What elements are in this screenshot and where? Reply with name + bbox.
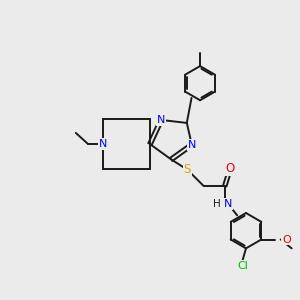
Text: Cl: Cl [237, 261, 248, 271]
Text: H: H [213, 199, 220, 209]
Text: N: N [224, 199, 232, 209]
Text: O: O [226, 162, 235, 175]
Text: N: N [99, 139, 107, 149]
Text: O: O [282, 235, 291, 244]
Text: N: N [188, 140, 196, 150]
Text: N: N [157, 115, 165, 125]
Text: S: S [184, 163, 191, 176]
